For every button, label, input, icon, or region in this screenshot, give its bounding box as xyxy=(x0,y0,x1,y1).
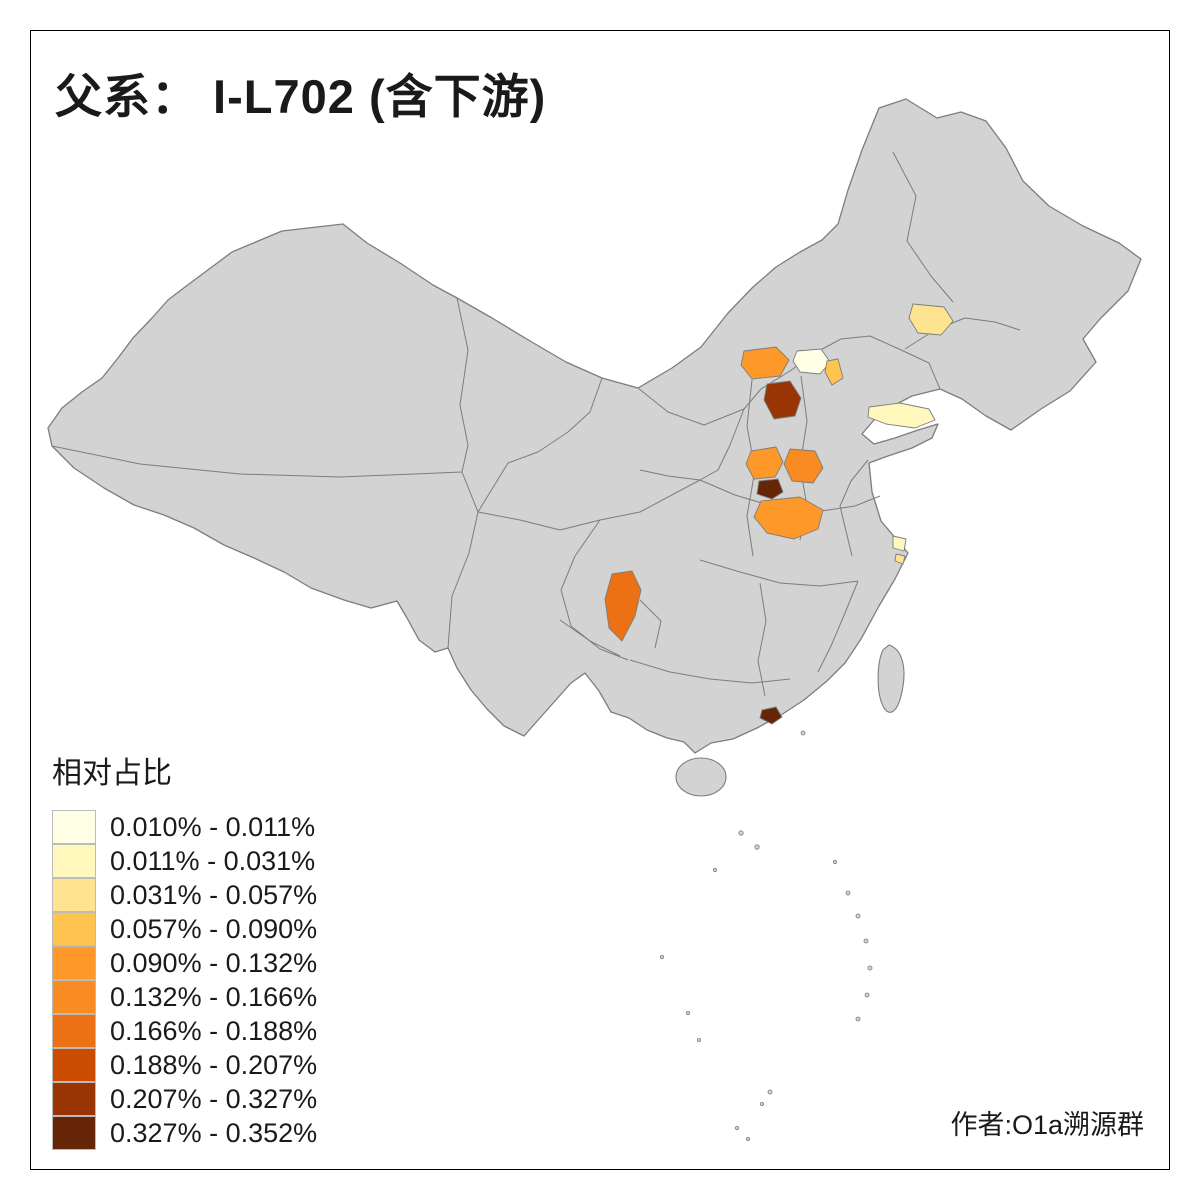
highlighted-regions xyxy=(604,303,954,725)
map-region-shanxi-central xyxy=(745,446,784,480)
map-region-shanxi-south xyxy=(756,478,784,500)
hainan-island xyxy=(675,757,727,797)
taiwan-island xyxy=(877,644,905,713)
legend-label: 0.057% - 0.090% xyxy=(110,913,318,944)
mainland-china-outline xyxy=(47,98,1142,754)
legend-swatch xyxy=(52,878,96,912)
map-region-hebei-south xyxy=(763,380,802,420)
legend-item: 0.090% - 0.132% xyxy=(52,946,317,980)
map-region-beijing xyxy=(792,348,831,375)
legend-swatch xyxy=(52,912,96,946)
map-region-shandong-peninsula xyxy=(867,402,936,429)
legend-item: 0.132% - 0.166% xyxy=(52,980,317,1014)
map-region-hebei-north xyxy=(740,346,790,380)
map-region-shanghai-sliver xyxy=(892,535,907,552)
legend-swatch xyxy=(52,980,96,1014)
legend-title: 相对占比 xyxy=(52,757,172,790)
map-region-shanghai-spot xyxy=(894,553,906,565)
map-region-tianjin xyxy=(824,358,844,386)
legend: 相对占比 0.010% - 0.011% 0.011% - 0.031% 0.0… xyxy=(52,748,317,1150)
legend-item: 0.188% - 0.207% xyxy=(52,1048,317,1082)
legend-label: 0.011% - 0.031% xyxy=(110,845,316,876)
legend-item: 0.166% - 0.188% xyxy=(52,1014,317,1048)
map-region-shaanxi-central xyxy=(753,496,824,540)
legend-label: 0.207% - 0.327% xyxy=(110,1083,318,1114)
legend-swatch xyxy=(52,844,96,878)
legend-swatch xyxy=(52,1116,96,1150)
south-china-sea-islands xyxy=(660,730,873,1142)
legend-item: 0.031% - 0.057% xyxy=(52,878,317,912)
legend-label: 0.132% - 0.166% xyxy=(110,981,318,1012)
legend-item: 0.207% - 0.327% xyxy=(52,1082,317,1116)
province-borders xyxy=(51,151,1021,697)
author-credit: 作者:O1a溯源群 xyxy=(950,1110,1144,1140)
legend-label: 0.166% - 0.188% xyxy=(110,1015,318,1046)
legend-swatch xyxy=(52,1014,96,1048)
legend-swatch xyxy=(52,810,96,844)
page-title: 父系： I-L702 (含下游) xyxy=(55,70,547,123)
map-region-chongqing xyxy=(604,570,642,642)
legend-swatch xyxy=(52,946,96,980)
legend-label: 0.327% - 0.352% xyxy=(110,1117,318,1148)
legend-item: 0.327% - 0.352% xyxy=(52,1116,317,1150)
legend-label: 0.090% - 0.132% xyxy=(110,947,318,978)
legend-label: 0.031% - 0.057% xyxy=(110,879,318,910)
map-region-guangdong-spot xyxy=(759,706,783,725)
legend-label: 0.188% - 0.207% xyxy=(110,1049,318,1080)
legend-item: 0.011% - 0.031% xyxy=(52,844,317,878)
legend-item: 0.010% - 0.011% xyxy=(52,810,317,844)
map-region-shanxi-east xyxy=(783,448,824,484)
legend-label: 0.010% - 0.011% xyxy=(110,811,316,842)
legend-swatch xyxy=(52,1082,96,1116)
legend-item: 0.057% - 0.090% xyxy=(52,912,317,946)
legend-swatch xyxy=(52,1048,96,1082)
map-region-liaoning xyxy=(908,303,954,336)
